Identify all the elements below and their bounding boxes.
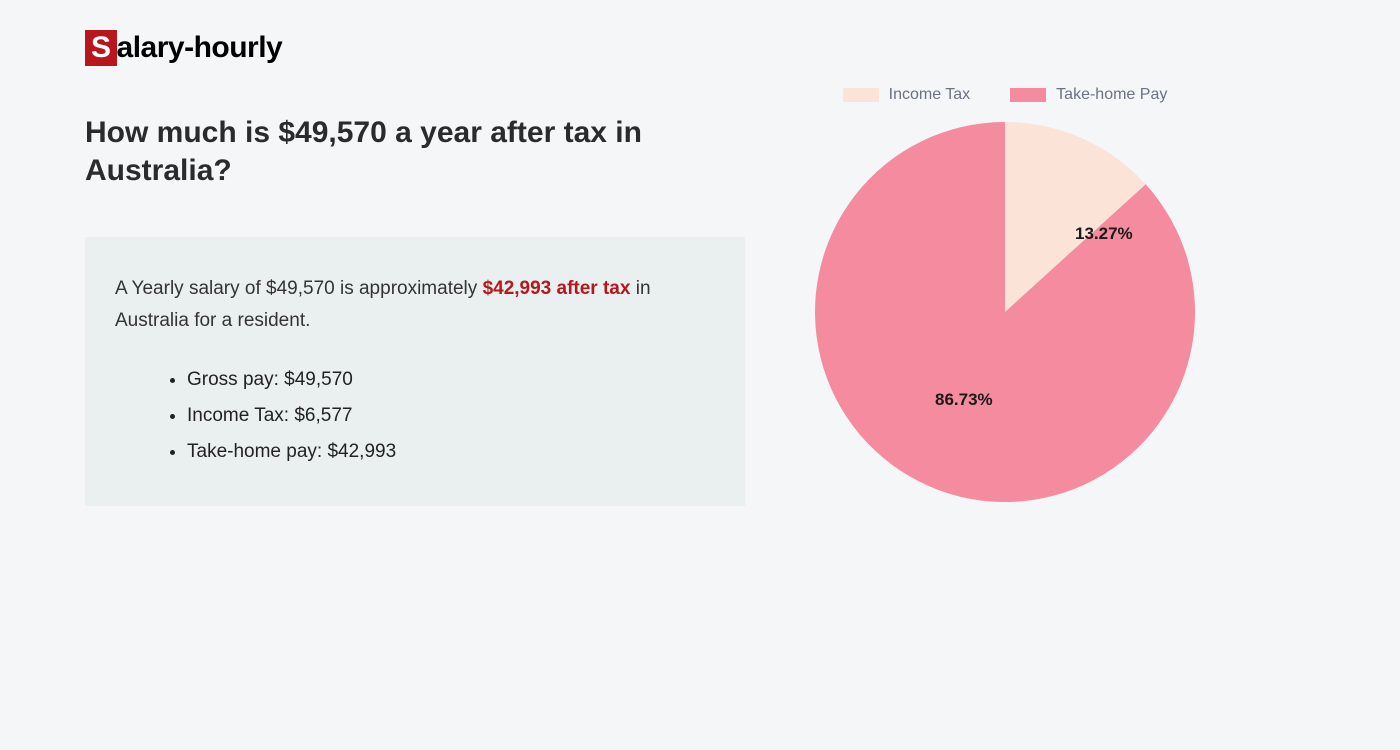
slice-label-income-tax: 13.27% — [1075, 224, 1133, 244]
legend-label: Take-home Pay — [1056, 86, 1167, 104]
pie-svg — [815, 122, 1195, 502]
summary-prefix: A Yearly salary of $49,570 is approximat… — [115, 278, 483, 299]
legend-item-income-tax: Income Tax — [843, 86, 971, 104]
logo-s-box: S — [85, 30, 117, 66]
legend-label: Income Tax — [889, 86, 971, 104]
chart-legend: Income Tax Take-home Pay — [795, 86, 1215, 104]
list-item: Gross pay: $49,570 — [187, 362, 715, 398]
logo-text: alary-hourly — [117, 31, 283, 64]
site-logo: Salary-hourly — [85, 30, 1315, 66]
slice-label-take-home: 86.73% — [935, 390, 993, 410]
content-row: How much is $49,570 a year after tax in … — [85, 114, 1315, 506]
breakdown-list: Gross pay: $49,570 Income Tax: $6,577 Ta… — [115, 362, 715, 470]
legend-swatch — [1010, 88, 1046, 102]
summary-highlight: $42,993 after tax — [483, 278, 631, 299]
chart-column: Income Tax Take-home Pay 13.27% 86.73% — [795, 86, 1215, 502]
legend-item-take-home: Take-home Pay — [1010, 86, 1167, 104]
page-heading: How much is $49,570 a year after tax in … — [85, 114, 745, 189]
list-item: Take-home pay: $42,993 — [187, 434, 715, 470]
left-column: How much is $49,570 a year after tax in … — [85, 114, 745, 506]
summary-box: A Yearly salary of $49,570 is approximat… — [85, 237, 745, 506]
legend-swatch — [843, 88, 879, 102]
list-item: Income Tax: $6,577 — [187, 398, 715, 434]
summary-text: A Yearly salary of $49,570 is approximat… — [115, 273, 715, 338]
pie-chart: 13.27% 86.73% — [815, 122, 1195, 502]
